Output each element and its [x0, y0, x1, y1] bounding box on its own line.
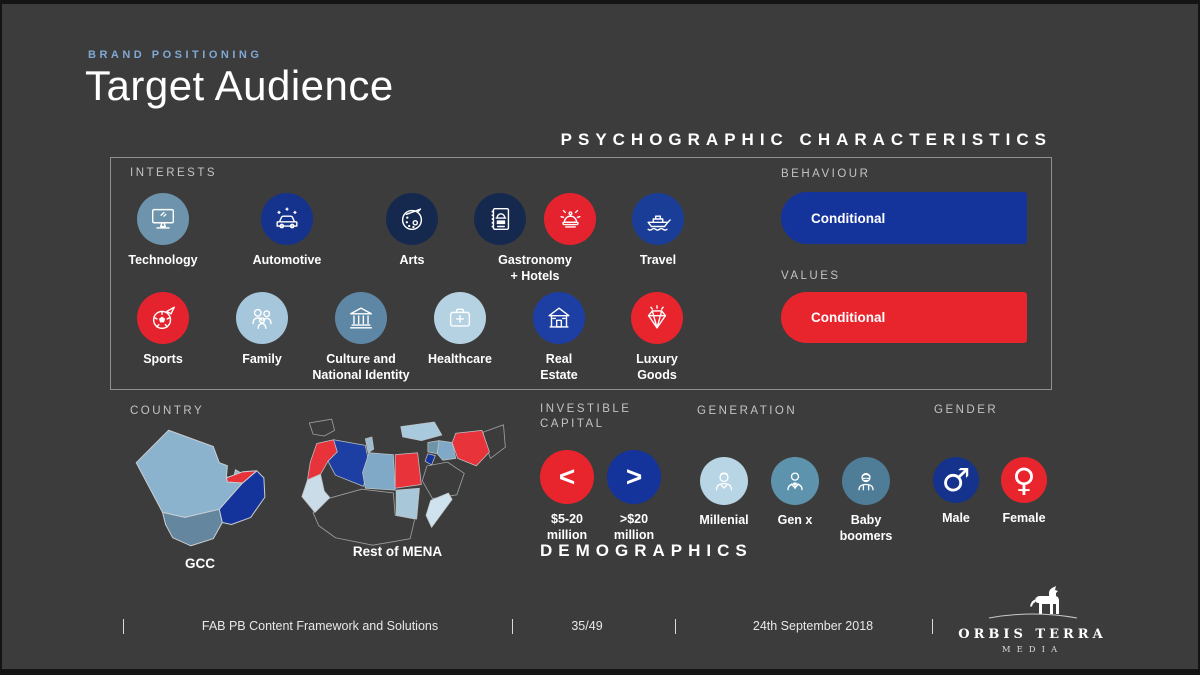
young-person-icon	[715, 472, 733, 491]
interest-label: Luxury Goods	[636, 352, 678, 382]
investible-under-20: < $5-20 million	[527, 450, 607, 543]
footer-separator	[932, 619, 933, 634]
monitor-icon	[151, 208, 175, 229]
interest-family: Family	[207, 292, 317, 368]
interest-label: Healthcare	[428, 352, 492, 366]
mena-label: Rest of MENA	[352, 544, 443, 559]
interests-label: INTERESTS	[130, 167, 218, 179]
male-icon: ♂	[941, 461, 971, 499]
page-title: Target Audience	[85, 62, 394, 109]
interest-gastronomy-hotels: Gastronomy + Hotels	[470, 193, 600, 284]
orbis-terra-logo: ORBIS TERRA MEDIA	[955, 582, 1110, 655]
behaviour-label: BEHAVIOUR	[781, 168, 871, 180]
house-icon	[548, 307, 570, 328]
gender-male: ♂ Male	[916, 457, 996, 527]
generation-option-label: Gen x	[777, 513, 813, 527]
interest-label: Gastronomy + Hotels	[498, 253, 572, 283]
car-icon	[276, 207, 298, 229]
interest-real-estate: Real Estate	[504, 292, 614, 383]
footer-separator	[512, 619, 513, 634]
investible-over-20: > >$20 million	[594, 450, 674, 543]
psychographic-heading: PSYCHOGRAPHIC CHARACTERISTICS	[560, 130, 1052, 149]
demographics-heading: DEMOGRAPHICS	[540, 541, 753, 560]
investible-label: >$20 million	[613, 512, 655, 542]
kicker: BRAND POSITIONING	[88, 49, 263, 61]
gender-option-label: Female	[1002, 511, 1046, 525]
gender-option-label: Male	[942, 511, 970, 525]
logo-subname: MEDIA	[1001, 645, 1064, 655]
interest-automotive: Automotive	[232, 193, 342, 269]
interest-culture: Culture and National Identity	[306, 292, 416, 383]
interest-label: Technology	[128, 253, 198, 267]
bell-icon	[560, 209, 581, 228]
gender-female: ♀ Female	[984, 457, 1064, 527]
diamond-icon	[647, 305, 667, 329]
mena-map	[301, 418, 506, 546]
interest-label: Arts	[399, 253, 425, 267]
soccer-ball-icon	[152, 306, 175, 330]
man-tie-icon	[787, 472, 803, 491]
less-than-icon: <	[558, 461, 576, 492]
investible-label: $5-20 million	[546, 512, 588, 542]
palette-icon	[401, 208, 423, 231]
interest-arts: Arts	[357, 193, 467, 269]
interest-label: Culture and National Identity	[312, 352, 410, 382]
first-aid-icon	[449, 308, 471, 327]
interest-travel: Travel	[603, 193, 713, 269]
generation-option-label: Millenial	[699, 513, 749, 527]
gender-label: GENDER	[934, 404, 999, 416]
gcc-label: GCC	[185, 556, 215, 571]
generation-baby-boomers: Baby boomers	[816, 457, 916, 544]
footer-page-number: 35/49	[571, 619, 603, 633]
footer-doc-title: FAB PB Content Framework and Solutions	[201, 619, 439, 633]
interest-label: Family	[242, 352, 282, 366]
yacht-icon	[647, 215, 671, 231]
values-label: VALUES	[781, 270, 841, 282]
behaviour-value: Conditional	[811, 210, 886, 226]
gcc-map	[135, 429, 266, 547]
logo-name: ORBIS TERRA	[958, 627, 1107, 642]
interest-label: Real Estate	[540, 352, 578, 382]
older-man-icon	[858, 472, 874, 491]
generation-label: GENERATION	[697, 405, 798, 417]
menu-icon	[491, 207, 510, 231]
country-label: COUNTRY	[130, 405, 205, 417]
interest-technology: Technology	[108, 193, 218, 269]
family-icon	[252, 308, 272, 330]
museum-icon	[349, 307, 373, 329]
horse-icon	[988, 586, 1077, 619]
investible-capital-label: INVESTIBLE CAPITAL	[540, 403, 632, 430]
footer-date: 24th September 2018	[752, 619, 874, 633]
interest-sports: Sports	[108, 292, 218, 368]
generation-gen-x: Gen x	[745, 457, 845, 529]
interest-label: Sports	[143, 352, 183, 366]
values-bar: Conditional	[781, 292, 1027, 343]
interest-healthcare: Healthcare	[405, 292, 515, 368]
psychographic-box	[110, 157, 1052, 390]
interest-label: Automotive	[252, 253, 322, 267]
interest-luxury-goods: Luxury Goods	[602, 292, 712, 383]
interest-label: Travel	[639, 253, 677, 267]
greater-than-icon: >	[625, 461, 643, 492]
footer-separator	[675, 619, 676, 634]
female-icon: ♀	[1012, 461, 1036, 499]
values-value: Conditional	[811, 310, 886, 325]
behaviour-bar: Conditional	[781, 192, 1027, 244]
generation-millenial: Millenial	[674, 457, 774, 529]
generation-option-label: Baby boomers	[839, 513, 893, 543]
footer-separator	[123, 619, 124, 634]
